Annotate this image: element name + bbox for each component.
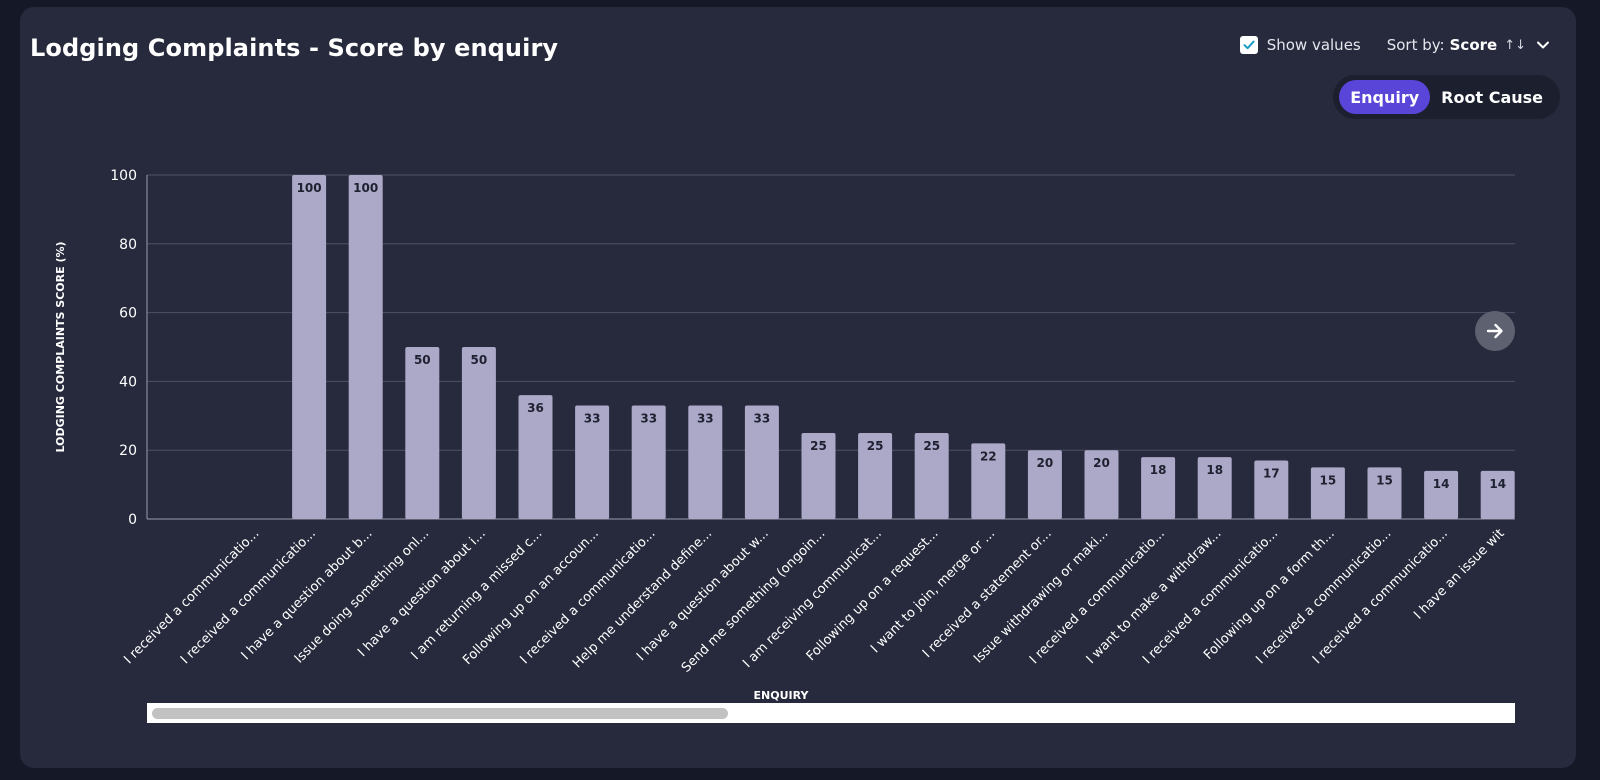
y-tick-label: 60 xyxy=(119,306,137,322)
chart-title: Lodging Complaints - Score by enquiry xyxy=(30,34,559,62)
y-tick-label: 20 xyxy=(119,443,137,459)
arrow-right-icon xyxy=(1486,323,1503,339)
bar xyxy=(801,433,836,519)
chart-controls: Show values Sort by: Score ↑↓ xyxy=(1239,36,1550,54)
bar xyxy=(1310,467,1345,519)
bar xyxy=(1197,457,1232,519)
show-values-checkbox[interactable] xyxy=(1239,36,1258,54)
bar xyxy=(405,347,440,519)
bar-value-label: 33 xyxy=(754,411,771,425)
bar xyxy=(688,405,723,519)
bar xyxy=(1027,450,1062,519)
show-values-label[interactable]: Show values xyxy=(1266,36,1361,54)
bar xyxy=(518,395,553,519)
y-tick-label: 80 xyxy=(119,237,137,253)
bar-value-label: 17 xyxy=(1263,467,1280,481)
bar-value-label: 18 xyxy=(1150,463,1167,477)
toggle-enquiry[interactable]: Enquiry xyxy=(1339,80,1431,114)
scrollbar-thumb[interactable] xyxy=(152,708,728,719)
bar-value-label: 36 xyxy=(527,401,544,415)
bar-value-label: 20 xyxy=(1037,456,1054,470)
toggle-root-cause[interactable]: Root Cause xyxy=(1441,87,1543,107)
bar xyxy=(744,405,779,519)
bar xyxy=(575,405,610,519)
bar-value-label: 22 xyxy=(980,449,997,463)
bar-value-label: 25 xyxy=(867,439,884,453)
sort-prefix: Sort by: xyxy=(1386,36,1445,54)
bar xyxy=(1480,470,1515,519)
bar-value-label: 15 xyxy=(1320,473,1337,487)
bar xyxy=(971,443,1006,519)
horizontal-scrollbar[interactable] xyxy=(147,703,1515,723)
bar xyxy=(461,347,496,519)
bar-value-label: 50 xyxy=(414,353,431,367)
bar xyxy=(914,433,949,519)
bar xyxy=(1254,460,1289,519)
bar-value-label: 33 xyxy=(584,411,601,425)
bar xyxy=(1424,470,1459,519)
bar-value-label: 25 xyxy=(923,439,940,453)
bar-value-label: 100 xyxy=(353,181,378,195)
y-tick-label: 40 xyxy=(119,374,137,390)
bar xyxy=(1084,450,1119,519)
bar-value-label: 100 xyxy=(297,181,322,195)
sort-value: Score xyxy=(1449,36,1498,54)
bar xyxy=(1367,467,1402,519)
bar-value-label: 33 xyxy=(640,411,657,425)
bar xyxy=(858,433,893,519)
bar xyxy=(292,175,327,519)
bar xyxy=(1141,457,1176,519)
y-axis-title: LODGING COMPLAINTS SCORE (%) xyxy=(54,241,67,452)
bar-value-label: 14 xyxy=(1433,477,1450,491)
sort-dropdown[interactable]: Sort by: Score ↑↓ xyxy=(1387,36,1550,54)
bar xyxy=(348,175,383,519)
view-toggle: Enquiry Root Cause xyxy=(1333,75,1560,119)
checkmark-icon xyxy=(1243,40,1255,50)
bar-value-label: 18 xyxy=(1206,463,1223,477)
bar-value-label: 20 xyxy=(1093,456,1110,470)
bar xyxy=(631,405,666,519)
bar-value-label: 25 xyxy=(810,439,827,453)
bar-value-label: 15 xyxy=(1376,473,1393,487)
bar-value-label: 50 xyxy=(471,353,488,367)
sort-direction-icon[interactable]: ↑↓ xyxy=(1504,37,1526,53)
y-tick-label: 100 xyxy=(110,168,137,184)
x-axis-title: ENQUIRY xyxy=(754,689,810,702)
bar-value-label: 33 xyxy=(697,411,714,425)
next-page-button[interactable] xyxy=(1475,311,1515,351)
bar-value-label: 14 xyxy=(1489,477,1506,491)
chevron-down-icon[interactable] xyxy=(1536,40,1550,50)
y-tick-label: 0 xyxy=(128,512,137,528)
chart-card xyxy=(20,7,1576,768)
